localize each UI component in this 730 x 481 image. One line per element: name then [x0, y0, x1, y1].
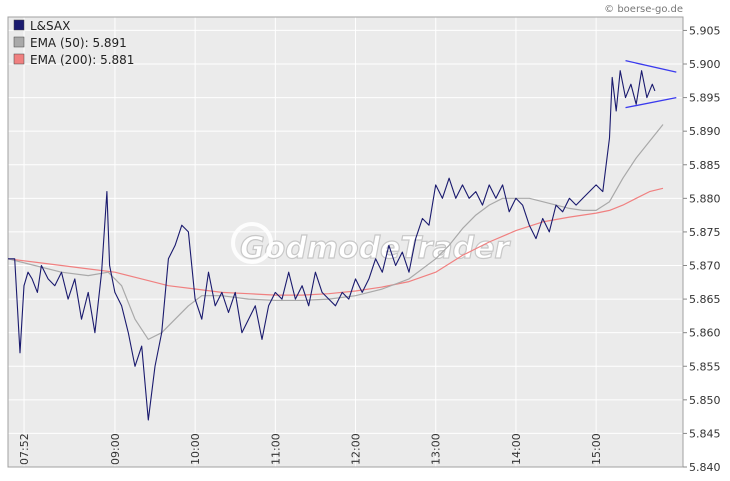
- y-tick-label: 5.885: [689, 159, 721, 172]
- legend-label-ema50: EMA (50): 5.891: [30, 36, 127, 50]
- series-layer: [7, 70, 664, 421]
- x-tick-label: 15:00: [590, 433, 603, 465]
- y-tick-label: 5.845: [689, 427, 721, 440]
- y-tick-label: 5.870: [689, 260, 721, 273]
- x-tick-label: 07:52: [18, 433, 31, 465]
- y-tick-label: 5.900: [689, 58, 721, 71]
- watermark: GodmodeTrader: [240, 231, 511, 266]
- watermark-logo-circle: [231, 222, 273, 264]
- series-line-lsax: [8, 70, 656, 421]
- triangle-upper-line: [625, 60, 677, 73]
- x-axis: 07:52 09:00 10:00 11:00 12:00 13:00 14:00 15:00: [18, 433, 603, 465]
- x-tick-label: 09:00: [109, 433, 122, 465]
- x-tick-label: 13:00: [430, 433, 443, 465]
- legend-swatch-ema50: [13, 36, 25, 48]
- y-tick-label: 5.905: [689, 24, 721, 37]
- triangle-lower-line: [625, 96, 677, 109]
- x-tick-label: 14:00: [510, 433, 523, 465]
- legend-swatch-ema200: [13, 53, 25, 65]
- y-tick-label: 5.855: [689, 360, 721, 373]
- legend-label-lsax: L&SAX: [30, 19, 70, 33]
- grid-lines: [8, 17, 683, 468]
- y-tick-label: 5.850: [689, 394, 721, 407]
- legend-label-ema200: EMA (200): 5.881: [30, 53, 134, 67]
- legend-swatch-lsax: [13, 19, 25, 31]
- series-line-ema200: [7, 187, 664, 296]
- x-tick-label: 10:00: [189, 433, 202, 465]
- y-tick-label: 5.865: [689, 293, 721, 306]
- y-tick-label: 5.875: [689, 226, 721, 239]
- series-line-ema50: [7, 124, 664, 340]
- pattern-annotation: [625, 60, 677, 109]
- plot-background: [8, 17, 683, 467]
- plot-border: [7, 16, 684, 468]
- legend: L&SAX EMA (50): 5.891 EMA (200): 5.881: [13, 19, 134, 67]
- y-tick-label: 5.860: [689, 327, 721, 340]
- y-tick-label: 5.890: [689, 125, 721, 138]
- source-credit: © boerse-go.de: [604, 4, 683, 15]
- x-tick-label: 11:00: [269, 433, 282, 465]
- x-tick-label: 12:00: [350, 433, 363, 465]
- y-tick-label: 5.895: [689, 92, 721, 105]
- y-tick-label: 5.880: [689, 192, 721, 205]
- y-axis: 5.905 5.900 5.895 5.890 5.885 5.880 5.875 5.870…: [683, 24, 721, 474]
- y-tick-label: 5.840: [689, 461, 721, 474]
